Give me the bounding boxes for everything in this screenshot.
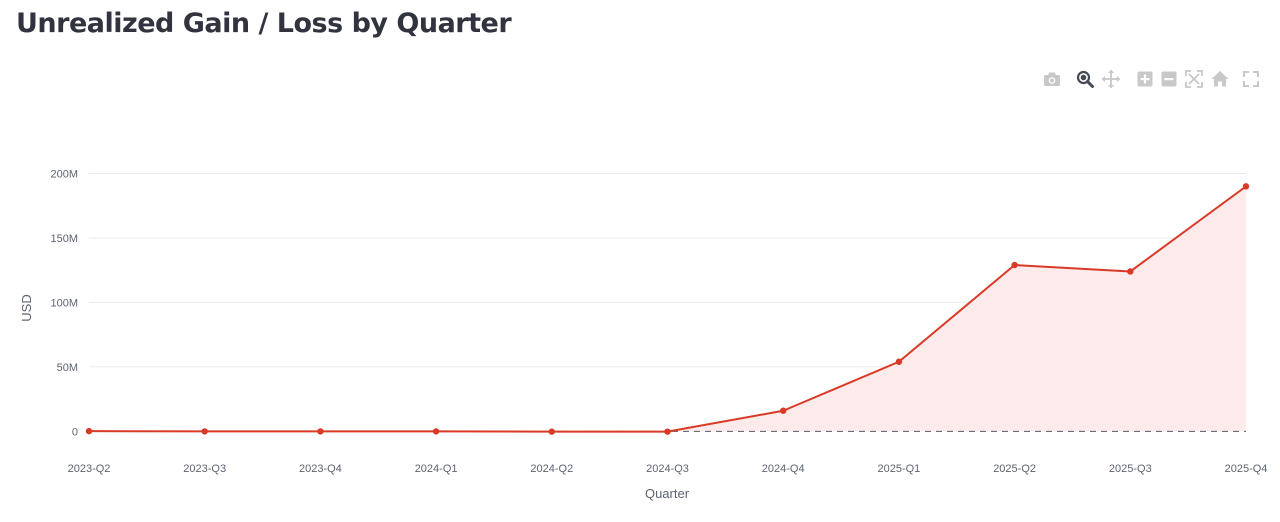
- x-tick-label: 2024-Q2: [530, 463, 573, 475]
- x-tick-label: 2025-Q1: [877, 463, 920, 475]
- x-tick-label: 2025-Q3: [1109, 463, 1152, 475]
- x-tick-label: 2024-Q1: [415, 463, 458, 475]
- y-tick-label: 200M: [50, 168, 78, 180]
- data-point[interactable]: [86, 428, 92, 434]
- y-axis-title: USD: [19, 294, 34, 321]
- data-point[interactable]: [664, 428, 670, 434]
- y-tick-label: 0: [72, 426, 78, 438]
- data-point[interactable]: [780, 408, 786, 414]
- x-tick-label: 2024-Q4: [762, 463, 805, 475]
- data-point[interactable]: [549, 428, 555, 434]
- data-point[interactable]: [896, 359, 902, 365]
- area-fill: [89, 186, 1246, 431]
- y-tick-label: 150M: [50, 233, 78, 245]
- x-axis-ticks: 2023-Q2 2023-Q3 2023-Q4 2024-Q1 2024-Q2 2024-…: [68, 463, 1268, 475]
- data-point[interactable]: [1127, 268, 1133, 274]
- x-tick-label: 2023-Q4: [299, 463, 342, 475]
- x-axis-title: Quarter: [645, 486, 690, 501]
- x-tick-label: 2024-Q3: [646, 463, 689, 475]
- y-axis-ticks: 0 50M 100M 150M 200M: [50, 168, 78, 438]
- data-point[interactable]: [1011, 262, 1017, 268]
- data-point[interactable]: [1243, 183, 1249, 189]
- y-tick-label: 50M: [57, 362, 78, 374]
- x-tick-label: 2025-Q4: [1225, 463, 1268, 475]
- y-tick-label: 100M: [50, 297, 78, 309]
- x-tick-label: 2025-Q2: [993, 463, 1036, 475]
- data-point[interactable]: [317, 428, 323, 434]
- data-point[interactable]: [433, 428, 439, 434]
- x-tick-label: 2023-Q2: [68, 463, 111, 475]
- data-point[interactable]: [202, 428, 208, 434]
- x-tick-label: 2023-Q3: [183, 463, 226, 475]
